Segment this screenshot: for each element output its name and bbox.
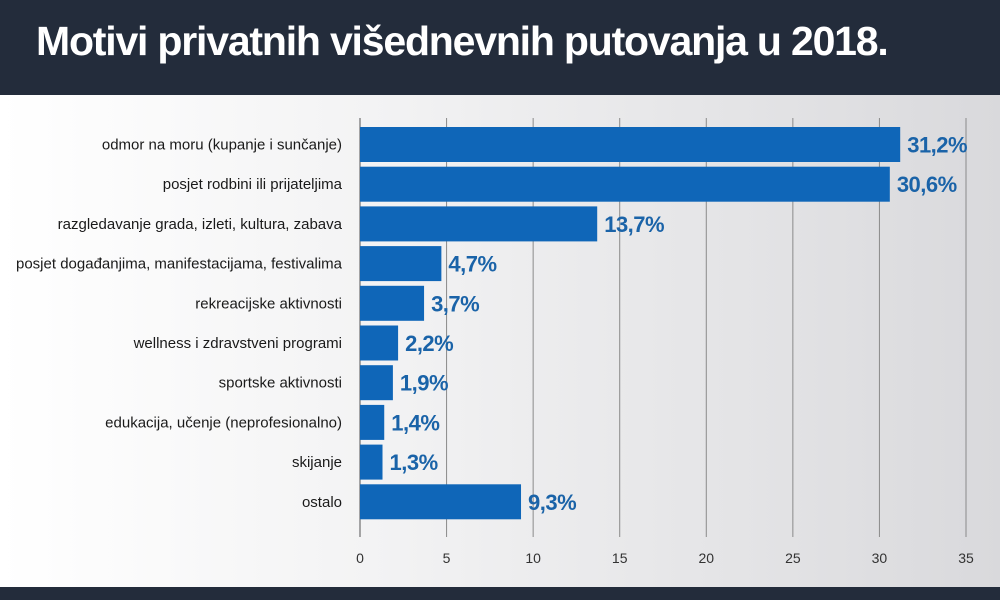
x-tick-label: 20 bbox=[698, 550, 714, 566]
x-tick-label: 5 bbox=[443, 550, 451, 566]
header-bar: Motivi privatnih višednevnih putovanja u… bbox=[0, 0, 1000, 95]
bar bbox=[360, 166, 890, 202]
x-tick-label: 25 bbox=[785, 550, 801, 566]
category-label: posjet rodbini ili prijateljima bbox=[163, 176, 343, 193]
value-label: 1,3% bbox=[390, 450, 438, 475]
bar bbox=[360, 246, 442, 282]
category-label: edukacija, učenje (neprofesionalno) bbox=[105, 414, 342, 431]
category-label: posjet događanjima, manifestacijama, fes… bbox=[16, 256, 343, 273]
page-title: Motivi privatnih višednevnih putovanja u… bbox=[36, 18, 889, 64]
x-tick-label: 0 bbox=[356, 550, 364, 566]
value-label: 9,3% bbox=[528, 490, 576, 515]
bar bbox=[360, 404, 385, 440]
bar bbox=[360, 127, 901, 162]
x-tick-label: 15 bbox=[612, 550, 628, 566]
value-label: 30,6% bbox=[897, 172, 957, 197]
category-label: rekreacijske aktivnosti bbox=[195, 295, 342, 312]
category-label: odmor na moru (kupanje i sunčanje) bbox=[102, 137, 342, 154]
value-label: 31,2% bbox=[907, 133, 967, 158]
x-tick-label: 30 bbox=[872, 550, 888, 566]
value-label: 1,4% bbox=[391, 410, 439, 435]
value-label: 1,9% bbox=[400, 371, 448, 396]
value-label: 13,7% bbox=[604, 212, 664, 237]
value-label: 2,2% bbox=[405, 331, 453, 356]
x-tick-label: 10 bbox=[525, 550, 541, 566]
bar bbox=[360, 325, 399, 361]
footer-bar bbox=[0, 587, 1000, 600]
x-tick-label: 35 bbox=[958, 550, 974, 566]
category-label: wellness i zdravstveni programi bbox=[133, 335, 342, 352]
bar bbox=[360, 285, 425, 321]
category-label: sportske aktivnosti bbox=[219, 375, 342, 392]
category-label: skijanje bbox=[292, 454, 342, 471]
bar bbox=[360, 484, 522, 520]
category-label: ostalo bbox=[302, 494, 342, 511]
bar bbox=[360, 365, 393, 401]
bar bbox=[360, 206, 598, 242]
bar bbox=[360, 444, 383, 480]
category-label: razgledavanje grada, izleti, kultura, za… bbox=[58, 216, 343, 233]
value-label: 3,7% bbox=[431, 291, 479, 316]
value-label: 4,7% bbox=[448, 252, 496, 277]
